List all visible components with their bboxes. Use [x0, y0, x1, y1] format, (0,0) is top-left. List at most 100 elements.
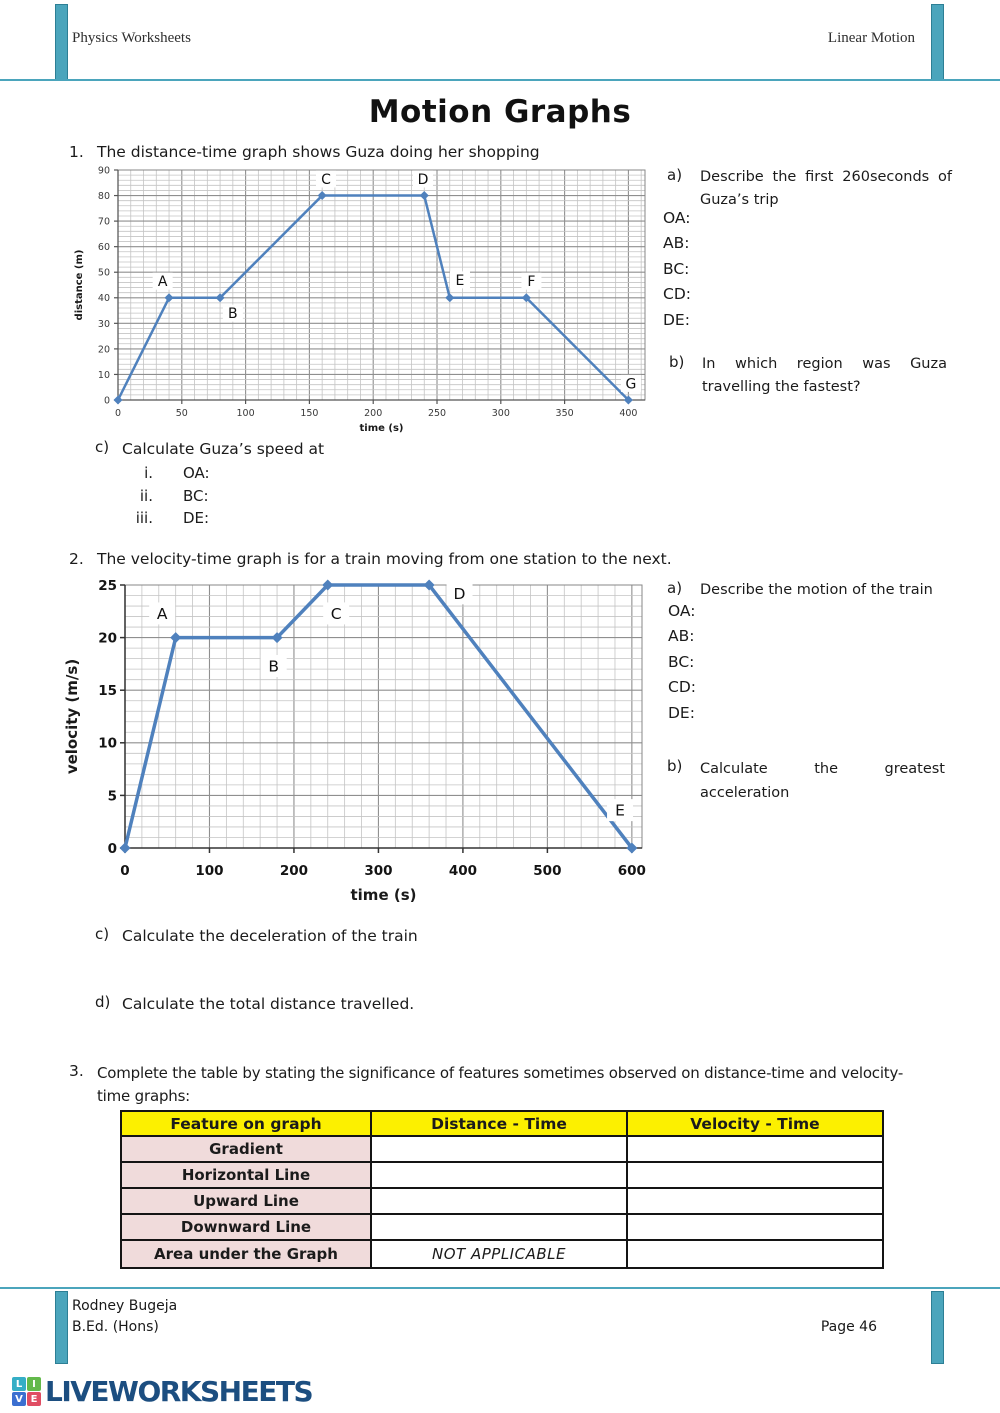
- svg-text:D: D: [454, 585, 466, 603]
- table-row: Gradient: [120, 1135, 884, 1163]
- logo-tile-l: L: [12, 1377, 26, 1391]
- q2-d-text: Calculate the total distance travelled.: [122, 995, 415, 1013]
- q2-a-text: Describe the motion of the train: [700, 582, 933, 598]
- table-cell-feature: Downward Line: [120, 1213, 372, 1241]
- svg-text:500: 500: [533, 863, 561, 879]
- liveworksheets-logo-text: LIVEWORKSHEETS: [45, 1375, 314, 1408]
- svg-text:time (s): time (s): [360, 423, 404, 434]
- distance-time-chart: 0 50 100 150 200 250 300 350 400 0 10 20 30 40 50 60 70 8…: [74, 165, 646, 434]
- table-cell-answer[interactable]: [370, 1161, 628, 1189]
- segment-label: BC:: [183, 486, 209, 505]
- table-cell-feature: Horizontal Line: [120, 1161, 372, 1189]
- footer-accent-bar-left: [55, 1291, 68, 1364]
- svg-text:300: 300: [364, 863, 392, 879]
- q2-b-label: b): [667, 757, 683, 775]
- roman-numeral: i.: [144, 464, 153, 482]
- svg-text:400: 400: [449, 863, 477, 879]
- svg-text:velocity (m/s): velocity (m/s): [63, 659, 81, 774]
- question-2-prompt: 2. The velocity-time graph is for a trai…: [69, 550, 672, 568]
- header-accent-bar-left: [55, 4, 68, 80]
- q1-part-b: b) In which region was Guza travelling t…: [669, 353, 947, 399]
- q2-c-text: Calculate the deceleration of the train: [122, 927, 418, 945]
- svg-text:0: 0: [108, 841, 117, 857]
- q1-b-text: In which region was Guza travelling the …: [702, 356, 947, 395]
- table-cell-answer[interactable]: [626, 1161, 884, 1189]
- table-row: Downward Line: [120, 1213, 884, 1241]
- table-row: Upward Line: [120, 1187, 884, 1215]
- table-cell-answer[interactable]: [626, 1213, 884, 1241]
- header-topic-label: Linear Motion: [827, 30, 915, 46]
- svg-text:80: 80: [98, 191, 110, 202]
- svg-text:150: 150: [300, 408, 318, 419]
- header-rule: [0, 79, 1000, 81]
- svg-text:25: 25: [98, 578, 117, 594]
- footer-page-number: Page 46: [820, 1319, 877, 1335]
- svg-text:F: F: [527, 274, 535, 290]
- question-3-number: 3.: [69, 1062, 84, 1080]
- svg-text:D: D: [418, 172, 429, 188]
- table-cell-answer[interactable]: [626, 1239, 884, 1269]
- svg-text:60: 60: [98, 242, 110, 253]
- logo-tile-e: E: [27, 1392, 41, 1406]
- q2-b-text: Calculate the greatest acceleration: [700, 761, 945, 801]
- table-row: Area under the Graph NOT APPLICABLE: [120, 1239, 884, 1269]
- question-1-prompt: 1. The distance-time graph shows Guza do…: [69, 143, 540, 161]
- segment-label: AB:: [668, 627, 695, 646]
- table-cell-feature: Area under the Graph: [120, 1239, 372, 1269]
- svg-text:40: 40: [98, 293, 110, 304]
- q1-c-label: c): [95, 438, 110, 456]
- svg-text:10: 10: [98, 370, 110, 381]
- segment-label: DE:: [668, 703, 695, 722]
- svg-text:70: 70: [98, 217, 110, 228]
- segment-label: CD:: [668, 678, 696, 697]
- logo-tile-v: V: [12, 1392, 26, 1406]
- segment-label: AB:: [663, 234, 690, 253]
- table-header-row: Feature on graph Distance - Time Velocit…: [120, 1110, 884, 1137]
- header-course-label: Physics Worksheets: [72, 30, 191, 46]
- table-cell-feature: Upward Line: [120, 1187, 372, 1215]
- svg-text:distance (m): distance (m): [74, 250, 85, 321]
- svg-text:50: 50: [176, 408, 188, 419]
- q2-part-c: c) Calculate the deceleration of the tra…: [95, 925, 418, 948]
- q2-d-label: d): [95, 993, 111, 1011]
- table-cell-answer[interactable]: [370, 1213, 628, 1241]
- q1-c-text: Calculate Guza’s speed at: [122, 440, 325, 458]
- svg-text:B: B: [268, 658, 279, 676]
- table-row: Horizontal Line: [120, 1161, 884, 1189]
- column-header-velocity-time: Velocity - Time: [626, 1110, 884, 1137]
- svg-text:350: 350: [556, 408, 574, 419]
- svg-text:50: 50: [98, 268, 110, 279]
- q1-part-c: c) Calculate Guza’s speed at: [95, 438, 324, 461]
- q2-c-label: c): [95, 925, 110, 943]
- segment-label: CD:: [663, 285, 691, 304]
- segment-label: DE:: [183, 509, 210, 527]
- svg-text:200: 200: [280, 863, 308, 879]
- q1-b-label: b): [669, 353, 685, 371]
- q1-a-text: Describe the first 260seconds of Guza’s …: [700, 169, 952, 208]
- q1-c-items: i. OA: ii. BC: iii. DE:: [120, 462, 210, 530]
- velocity-time-chart: 0 100 200 300 400 500 600 0 5 10 15 20 25 time (s) vel…: [63, 578, 646, 904]
- table-cell-not-applicable: NOT APPLICABLE: [370, 1239, 628, 1269]
- segment-label: OA:: [663, 209, 691, 227]
- svg-text:20: 20: [98, 630, 117, 646]
- table-cell-answer[interactable]: [626, 1187, 884, 1215]
- table-cell-answer[interactable]: [370, 1135, 628, 1163]
- logo-tile-i: I: [27, 1377, 41, 1391]
- table-cell-answer[interactable]: [626, 1135, 884, 1163]
- svg-text:300: 300: [492, 408, 510, 419]
- svg-text:0: 0: [115, 408, 121, 419]
- q1-a-label: a): [667, 166, 683, 184]
- svg-text:100: 100: [195, 863, 223, 879]
- question-2-number: 2.: [69, 550, 84, 568]
- svg-text:600: 600: [618, 863, 646, 879]
- table-cell-answer[interactable]: [370, 1187, 628, 1215]
- svg-text:0: 0: [104, 395, 110, 406]
- svg-text:E: E: [456, 273, 465, 289]
- svg-text:0: 0: [120, 863, 129, 879]
- svg-text:5: 5: [108, 788, 117, 804]
- table-cell-feature: Gradient: [120, 1135, 372, 1163]
- svg-text:250: 250: [428, 408, 446, 419]
- segment-label: DE:: [663, 310, 690, 329]
- svg-text:A: A: [157, 605, 168, 623]
